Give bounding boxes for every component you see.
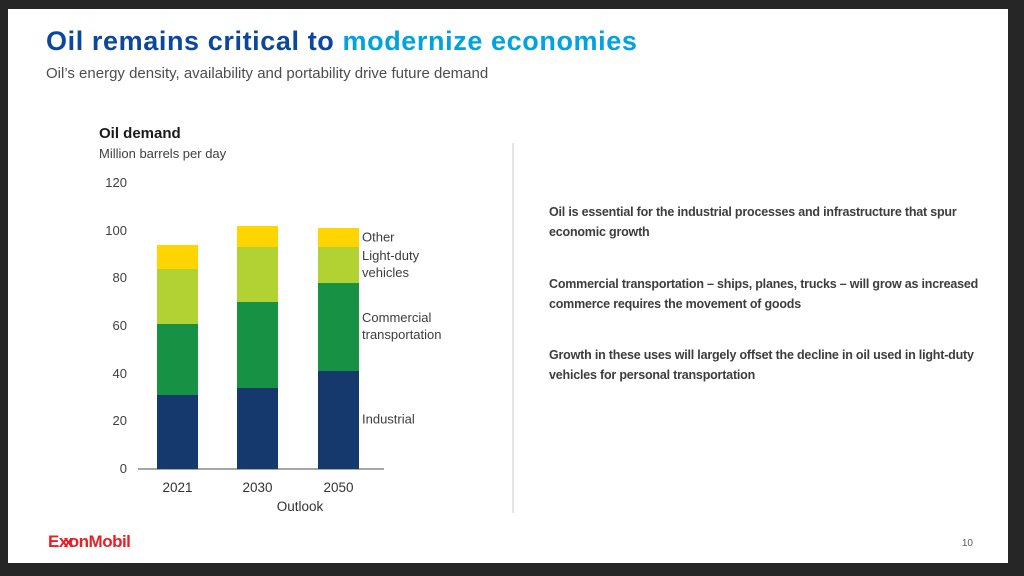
bar-2050 — [318, 228, 359, 469]
bar-segment-light-duty-vehicles — [157, 268, 198, 324]
x-axis-tick-label: 2050 — [323, 480, 354, 495]
bar-2030 — [237, 225, 278, 469]
y-axis-tick-label: 0 — [119, 461, 127, 476]
logo-part-rest: onMobil — [68, 532, 131, 551]
key-point-3: Growth in these uses will largely offset… — [549, 348, 974, 382]
x-axis-tick-label: 2030 — [242, 480, 273, 495]
bar-segment-commercial-transportation — [318, 283, 359, 372]
x-axis-title: Outlook — [276, 499, 324, 514]
x-axis-line — [138, 468, 384, 470]
title-part-light: modernize economies — [342, 26, 638, 56]
bar-segment-light-duty-vehicles — [318, 247, 359, 284]
chart-units-label: Million barrels per day — [99, 146, 227, 161]
page-number: 10 — [961, 538, 973, 549]
exxonmobil-logo: ExxonMobil — [48, 532, 131, 552]
y-axis-tick-label: 100 — [105, 222, 127, 238]
y-axis-tick-label: 120 — [105, 175, 127, 190]
slide-title: Oil remains critical to modernize econom… — [46, 26, 638, 57]
bar-segment-other — [237, 225, 278, 248]
slide-subtitle: Oil’s energy density, availability and p… — [46, 65, 489, 82]
bar-segment-commercial-transportation — [237, 302, 278, 388]
slide: Oil remains critical to modernize econom… — [8, 9, 1008, 563]
legend-label-commercial-transportation: Commercial transportation — [362, 310, 442, 343]
key-point-1: Oil is essential for the industrial proc… — [549, 205, 957, 239]
bar-segment-commercial-transportation — [157, 323, 198, 396]
logo-part-e: E — [48, 532, 59, 551]
x-axis-tick-label: 2021 — [162, 480, 193, 495]
bar-segment-industrial — [318, 371, 359, 469]
bar-segment-industrial — [237, 387, 278, 469]
legend-label-other: Other — [362, 229, 395, 245]
title-part-dark: Oil remains critical to — [46, 26, 343, 56]
legend-label-light-duty-vehicles: Light-duty vehicles — [362, 248, 420, 281]
bar-segment-other — [157, 244, 198, 269]
bar-segment-industrial — [157, 395, 198, 469]
key-point-2: Commercial transportation – ships, plane… — [549, 277, 979, 311]
vertical-divider — [512, 143, 514, 513]
y-axis-tick-label: 40 — [112, 365, 127, 381]
chart-title: Oil demand — [99, 125, 181, 142]
y-axis-tick-label: 60 — [112, 318, 127, 333]
bar-segment-light-duty-vehicles — [237, 247, 278, 303]
bar-segment-other — [318, 228, 359, 248]
logo-part-xx: xx — [58, 532, 73, 551]
y-axis-tick-label: 80 — [112, 270, 127, 286]
bar-2021 — [157, 244, 198, 469]
y-axis-tick-label: 20 — [112, 413, 127, 429]
legend-label-industrial: Industrial — [362, 411, 415, 427]
